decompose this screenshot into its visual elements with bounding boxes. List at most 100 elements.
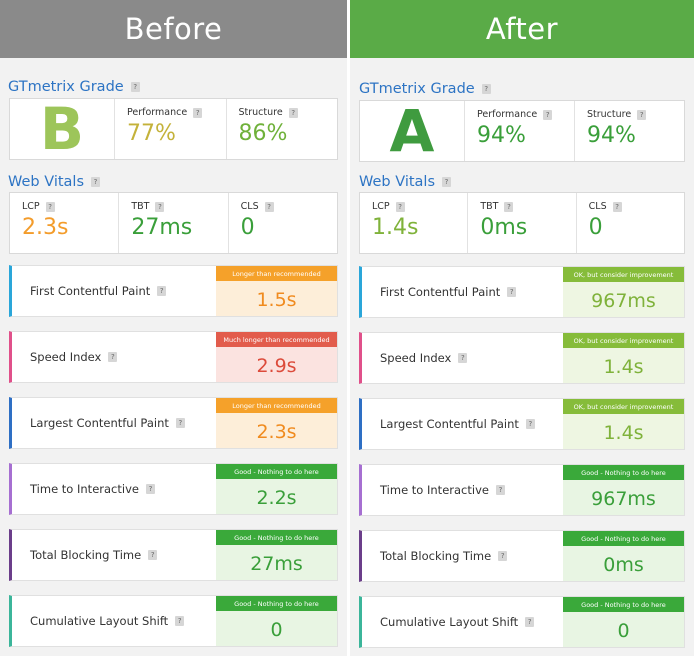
metric-status-tag: Good - Nothing to do here	[216, 464, 337, 479]
metric-score-box: Good - Nothing to do here 0ms	[563, 531, 684, 581]
metric-status-tag: OK, but consider improvement	[563, 267, 684, 282]
help-icon[interactable]: ?	[495, 485, 505, 495]
vital-cls-cell: CLS? 0	[229, 193, 337, 253]
help-icon[interactable]: ?	[148, 550, 158, 560]
web-vitals-box: LCP? 1.4s TBT? 0ms CLS? 0	[359, 192, 685, 254]
structure-value: 94%	[587, 123, 636, 148]
performance-cell: Performance? 77%	[115, 99, 227, 159]
metric-score-box: Much longer than recommended 2.9s	[216, 332, 337, 382]
metric-value: 0	[617, 620, 630, 642]
metric-score-box: Good - Nothing to do here 0	[563, 597, 684, 647]
vital-value: 0	[240, 215, 255, 240]
help-icon[interactable]: ?	[145, 484, 155, 494]
metric-status-tag: OK, but consider improvement	[563, 399, 684, 414]
help-icon[interactable]: ?	[525, 419, 535, 429]
metric-score-box: OK, but consider improvement 1.4s	[563, 333, 684, 383]
vital-tbt-cell: TBT? 27ms	[119, 193, 229, 253]
help-icon[interactable]: ?	[175, 616, 185, 626]
metric-name: First Contentful Paint	[380, 285, 501, 299]
help-icon[interactable]: ?	[637, 109, 647, 120]
metric-value: 1.4s	[603, 356, 644, 378]
vital-lcp-cell: LCP? 2.3s	[10, 193, 120, 253]
metric-value: 1.4s	[603, 422, 644, 444]
metric-status-tag: OK, but consider improvement	[563, 333, 684, 348]
grade-box: B Performance? 77% Structure? 86%	[9, 95, 338, 163]
web-vitals-text: Web Vitals	[8, 174, 85, 190]
help-icon[interactable]: ?	[130, 82, 140, 92]
metric-score-box: OK, but consider improvement 967ms	[563, 267, 684, 317]
help-icon[interactable]: ?	[442, 177, 452, 187]
metric-score-box: Longer than recommended 2.3s	[216, 398, 337, 448]
help-icon[interactable]: ?	[175, 418, 185, 428]
vital-value: 0	[588, 215, 603, 240]
metric-name: Speed Index	[30, 350, 102, 364]
metric-row: First Contentful Paint? Longer than recom…	[9, 265, 338, 317]
metric-name: Cumulative Layout Shift	[30, 614, 169, 628]
help-icon[interactable]: ?	[91, 177, 101, 187]
vital-lcp-cell: LCP? 1.4s	[360, 193, 469, 253]
metric-name: Cumulative Layout Shift	[380, 615, 519, 629]
help-icon[interactable]: ?	[507, 287, 517, 297]
metric-row: Time to Interactive? Good - Nothing to do…	[359, 464, 685, 516]
help-icon[interactable]: ?	[108, 352, 118, 362]
vital-label: LCP	[22, 201, 40, 212]
help-icon[interactable]: ?	[45, 201, 55, 212]
web-vitals-text: Web Vitals	[359, 174, 436, 190]
after-panel: After GTmetrix Grade ? A Performance? 94…	[347, 0, 694, 656]
vital-cls-cell: CLS? 0	[577, 193, 684, 253]
metric-score-box: Good - Nothing to do here 967ms	[563, 465, 684, 515]
web-vitals-title: Web Vitals ?	[359, 174, 452, 190]
help-icon[interactable]: ?	[612, 201, 622, 212]
metric-name: Speed Index	[380, 351, 452, 365]
performance-label: Performance	[477, 109, 538, 120]
metric-score-box: OK, but consider improvement 1.4s	[563, 399, 684, 449]
metric-score-box: Longer than recommended 1.5s	[216, 266, 337, 316]
vital-tbt-cell: TBT? 0ms	[468, 193, 577, 253]
vital-label: TBT	[131, 201, 150, 212]
help-icon[interactable]: ?	[481, 84, 491, 94]
help-icon[interactable]: ?	[504, 201, 514, 212]
vital-label: CLS	[588, 201, 607, 212]
metric-name: Largest Contentful Paint	[380, 417, 519, 431]
before-banner: Before	[0, 0, 347, 58]
vital-label: CLS	[240, 201, 259, 212]
web-vitals-title: Web Vitals ?	[8, 174, 101, 190]
help-icon[interactable]: ?	[264, 201, 274, 212]
after-banner: After	[350, 0, 694, 58]
metric-value: 967ms	[591, 290, 656, 312]
help-icon[interactable]: ?	[193, 107, 203, 118]
structure-cell: Structure? 86%	[227, 99, 338, 159]
help-icon[interactable]: ?	[288, 107, 298, 118]
performance-value: 77%	[127, 121, 176, 146]
vital-label: LCP	[372, 201, 390, 212]
metric-name: Time to Interactive	[380, 483, 489, 497]
metric-row: Total Blocking Time? Good - Nothing to do…	[9, 529, 338, 581]
help-icon[interactable]: ?	[525, 617, 535, 627]
metric-value: 967ms	[591, 488, 656, 510]
metric-status-tag: Longer than recommended	[216, 266, 337, 281]
gtmetrix-grade-title: GTmetrix Grade ?	[359, 81, 491, 97]
metric-value: 2.9s	[256, 355, 297, 377]
vital-value: 1.4s	[372, 215, 419, 240]
help-icon[interactable]: ?	[155, 201, 165, 212]
metric-row: Cumulative Layout Shift? Good - Nothing t…	[9, 595, 338, 647]
structure-cell: Structure? 94%	[575, 101, 684, 161]
metric-name: Time to Interactive	[30, 482, 139, 496]
structure-label: Structure	[238, 107, 283, 118]
metric-row: Total Blocking Time? Good - Nothing to do…	[359, 530, 685, 582]
performance-value: 94%	[477, 123, 526, 148]
help-icon[interactable]: ?	[498, 551, 508, 561]
metric-score-box: Good - Nothing to do here 2.2s	[216, 464, 337, 514]
help-icon[interactable]: ?	[395, 201, 405, 212]
metric-status-tag: Good - Nothing to do here	[563, 597, 684, 612]
vital-value: 27ms	[131, 215, 193, 240]
metric-name: Total Blocking Time	[380, 549, 492, 563]
help-icon[interactable]: ?	[157, 286, 167, 296]
help-icon[interactable]: ?	[458, 353, 468, 363]
metric-score-box: Good - Nothing to do here 27ms	[216, 530, 337, 580]
metric-status-tag: Good - Nothing to do here	[216, 596, 337, 611]
help-icon[interactable]: ?	[543, 109, 553, 120]
metric-row: Cumulative Layout Shift? Good - Nothing t…	[359, 596, 685, 648]
grade-title-text: GTmetrix Grade	[359, 81, 475, 97]
metric-value: 0ms	[603, 554, 644, 576]
